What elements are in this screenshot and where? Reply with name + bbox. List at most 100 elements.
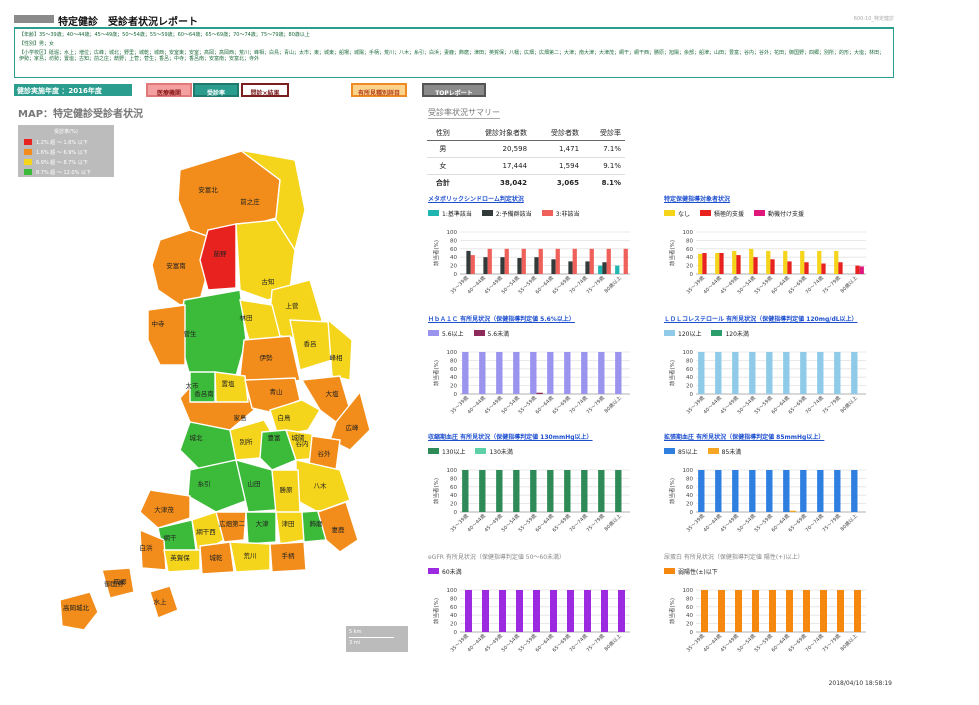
bar[interactable] [715, 470, 722, 512]
chart-title[interactable]: 拡張期血圧 有所見状況（保健指導判定値 85mmHg以上） [664, 434, 825, 441]
bar[interactable] [487, 248, 492, 274]
bar[interactable] [838, 262, 843, 274]
bar[interactable] [804, 262, 809, 274]
bar[interactable] [783, 250, 788, 274]
chart-legend-item[interactable]: 5.6未満 [473, 329, 509, 338]
map-region[interactable] [269, 541, 307, 573]
bar[interactable] [752, 590, 759, 632]
chart-legend-item[interactable]: 動機付け支援 [754, 209, 804, 218]
bar[interactable] [516, 590, 523, 632]
bar[interactable] [466, 250, 471, 274]
bar[interactable] [572, 248, 577, 274]
bar[interactable] [766, 470, 773, 512]
bar[interactable] [766, 250, 771, 274]
map-region[interactable] [214, 371, 249, 403]
bar[interactable] [581, 352, 588, 394]
bar[interactable] [530, 352, 537, 394]
map-region[interactable] [275, 511, 305, 545]
bar[interactable] [589, 248, 594, 274]
bar[interactable] [550, 590, 557, 632]
bar[interactable] [581, 470, 588, 512]
bar[interactable] [496, 352, 503, 394]
bar[interactable] [702, 253, 707, 274]
bar[interactable] [817, 470, 824, 512]
bar[interactable] [859, 266, 864, 274]
bar[interactable] [482, 590, 489, 632]
bar[interactable] [821, 263, 826, 275]
map-region[interactable] [327, 318, 353, 381]
bar[interactable] [766, 352, 773, 394]
bar[interactable] [837, 590, 844, 632]
bar[interactable] [483, 257, 488, 274]
bar[interactable] [465, 590, 472, 632]
map-region[interactable] [139, 528, 167, 571]
bar[interactable] [584, 590, 591, 632]
chart-title[interactable]: 特定保健指導対象者状況 [664, 196, 731, 203]
bar[interactable] [513, 470, 520, 512]
bar[interactable] [533, 590, 540, 632]
bar[interactable] [735, 590, 742, 632]
bar[interactable] [800, 470, 807, 512]
bar[interactable] [555, 248, 560, 274]
bar[interactable] [567, 590, 574, 632]
bar[interactable] [615, 352, 622, 394]
chart-title[interactable]: 収縮期血圧 有所見状況（保健指導判定値 130mmHg以上） [428, 434, 593, 441]
bar[interactable] [800, 352, 807, 394]
bar[interactable] [719, 253, 724, 274]
chart-legend-item[interactable]: なし [664, 209, 690, 218]
bar[interactable] [615, 470, 622, 512]
chart-legend-item[interactable]: 弱陽性(±)以下 [664, 567, 718, 576]
bar[interactable] [698, 253, 703, 274]
map-region[interactable] [101, 567, 135, 599]
bar[interactable] [513, 352, 520, 394]
bar[interactable] [462, 470, 469, 512]
tab-medical-institution[interactable]: 医療機関 [146, 83, 192, 97]
bar[interactable] [538, 248, 543, 274]
bar[interactable] [753, 257, 758, 274]
bar[interactable] [623, 248, 628, 274]
bar[interactable] [803, 590, 810, 632]
bar[interactable] [602, 262, 607, 274]
chart-legend-item[interactable]: 5.6以上 [428, 329, 464, 338]
bar[interactable] [536, 392, 543, 394]
bar[interactable] [606, 248, 611, 274]
bar[interactable] [783, 352, 790, 394]
bar[interactable] [817, 250, 822, 274]
bar[interactable] [698, 470, 705, 512]
bar[interactable] [783, 470, 790, 512]
bar[interactable] [749, 352, 756, 394]
bar[interactable] [598, 352, 605, 394]
bar[interactable] [786, 590, 793, 632]
bar[interactable] [568, 261, 573, 274]
map-region[interactable] [199, 541, 235, 575]
chart-legend-item[interactable]: 3:非該当 [541, 209, 580, 218]
bar[interactable] [598, 265, 603, 274]
bar[interactable] [504, 248, 509, 274]
bar[interactable] [817, 352, 824, 394]
map-region[interactable] [59, 591, 99, 631]
bar[interactable] [732, 352, 739, 394]
bar[interactable] [789, 510, 796, 512]
map-region[interactable] [215, 511, 247, 543]
map-region[interactable] [147, 304, 186, 366]
map-region[interactable] [187, 459, 249, 513]
bar[interactable] [770, 259, 775, 274]
map-region[interactable] [199, 223, 237, 291]
chart-title[interactable]: ＬＤＬコレステロール 有所見状況（保健指導判定値 120mg/dL以上） [664, 316, 858, 323]
chart-legend-item[interactable]: 1:基準該当 [428, 209, 472, 218]
bar[interactable] [496, 470, 503, 512]
bar[interactable] [585, 261, 590, 274]
bar[interactable] [715, 253, 720, 274]
bar[interactable] [749, 248, 754, 274]
bar[interactable] [851, 470, 858, 512]
bar[interactable] [701, 590, 708, 632]
map-region[interactable] [139, 489, 191, 529]
chart-legend-item[interactable]: 130以上 [428, 447, 465, 456]
chart-legend-item[interactable]: 85未満 [707, 447, 741, 456]
bar[interactable] [564, 352, 571, 394]
chart-legend-item[interactable]: 積極的支援 [700, 209, 744, 218]
bar[interactable] [715, 352, 722, 394]
tab-finding-details[interactable]: 有所見種別詳目 [351, 83, 407, 97]
chart-title[interactable]: メタボリックシンドローム判定状況 [428, 196, 524, 203]
